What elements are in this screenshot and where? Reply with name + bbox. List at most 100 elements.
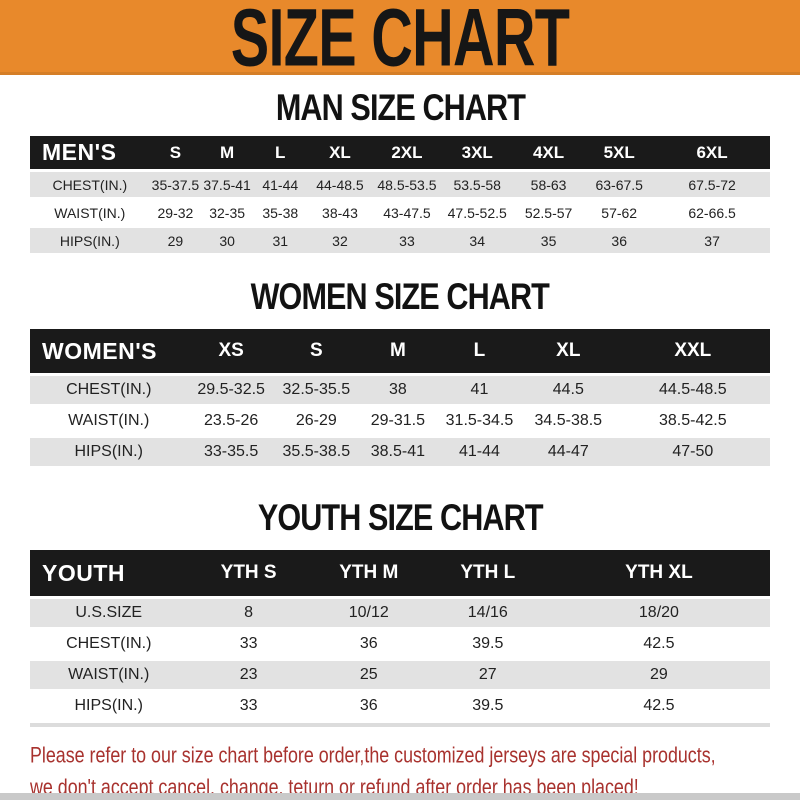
value-cell: 23 xyxy=(187,661,310,689)
value-cell: 52.5-57 xyxy=(512,200,585,225)
youth-size-header-cell: YTH XL xyxy=(547,550,770,596)
value-cell: 39.5 xyxy=(427,630,548,658)
value-cell: 32 xyxy=(307,228,373,253)
value-cell: 39.5 xyxy=(427,692,548,720)
disclaimer-line-1: Please refer to our size chart before or… xyxy=(30,743,716,768)
banner-title: SIZE CHART xyxy=(230,0,570,83)
man-section-heading-text: MAN SIZE CHART xyxy=(275,87,525,129)
men-size-header-cell: 6XL xyxy=(654,136,770,169)
value-cell: 44-47 xyxy=(520,438,616,466)
value-cell: 38 xyxy=(357,376,438,404)
women-size-header-cell: L xyxy=(437,329,521,373)
value-cell: 29.5-32.5 xyxy=(187,376,275,404)
value-cell: 44.5-48.5 xyxy=(615,376,770,404)
men-size-header-cell: 3XL xyxy=(441,136,513,169)
value-cell: 38.5-41 xyxy=(357,438,438,466)
row-label-cell: CHEST(IN.) xyxy=(30,172,150,197)
value-cell: 37.5-41 xyxy=(201,172,253,197)
value-cell: 8 xyxy=(187,599,310,627)
value-cell: 33 xyxy=(187,630,310,658)
youth-section-heading-text: YOUTH SIZE CHART xyxy=(257,497,544,539)
row-label-cell: WAIST(IN.) xyxy=(30,200,150,225)
youth-measurement-row: HIPS(IN.) 33 36 39.5 42.5 xyxy=(30,692,770,720)
value-cell: 62-66.5 xyxy=(654,200,770,225)
men-measurement-row: CHEST(IN.) 35-37.5 37.5-41 41-44 44-48.5 48.5… xyxy=(30,172,770,197)
men-size-header-cell: M xyxy=(201,136,253,169)
youth-table-title-cell: YOUTH xyxy=(30,550,188,596)
value-cell: 41 xyxy=(437,376,521,404)
value-cell: 35.5-38.5 xyxy=(274,438,358,466)
value-cell: 14/16 xyxy=(427,599,548,627)
value-cell: 36 xyxy=(584,228,655,253)
row-label-cell: CHEST(IN.) xyxy=(30,630,188,658)
value-cell: 25 xyxy=(309,661,428,689)
youth-table-end-divider xyxy=(30,723,770,727)
value-cell: 67.5-72 xyxy=(654,172,770,197)
value-cell: 38.5-42.5 xyxy=(615,407,770,435)
value-cell: 41-44 xyxy=(252,172,308,197)
value-cell: 44-48.5 xyxy=(307,172,373,197)
value-cell: 27 xyxy=(427,661,548,689)
women-size-header-cell: XXL xyxy=(615,329,770,373)
row-label-cell: HIPS(IN.) xyxy=(30,438,188,466)
men-size-header-cell: 2XL xyxy=(372,136,442,169)
value-cell: 48.5-53.5 xyxy=(372,172,442,197)
women-size-header-cell: M xyxy=(357,329,438,373)
youth-size-header-cell: YTH M xyxy=(309,550,428,596)
value-cell: 29 xyxy=(547,661,770,689)
women-measurement-row: HIPS(IN.) 33-35.5 35.5-38.5 38.5-41 41-44 44-… xyxy=(30,438,770,466)
women-size-header-cell: XS xyxy=(187,329,275,373)
value-cell: 30 xyxy=(201,228,253,253)
value-cell: 58-63 xyxy=(512,172,585,197)
value-cell: 29-31.5 xyxy=(357,407,438,435)
men-table-header-row: MEN'S S M L XL 2XL 3XL 4XL 5XL 6XL xyxy=(30,136,770,169)
value-cell: 53.5-58 xyxy=(441,172,513,197)
men-size-header-cell: L xyxy=(252,136,308,169)
men-size-table: MEN'S S M L XL 2XL 3XL 4XL 5XL 6XL CHEST(IN.) 35-37… xyxy=(30,133,770,256)
value-cell: 42.5 xyxy=(547,630,770,658)
value-cell: 47.5-52.5 xyxy=(441,200,513,225)
women-size-table-wrap: WOMEN'S XS S M L XL XXL CHEST(IN.) 29.5-32.5 32.5… xyxy=(0,326,800,469)
men-measurement-row: WAIST(IN.) 29-32 32-35 35-38 38-43 43-47.5 47.… xyxy=(30,200,770,225)
row-label-cell: CHEST(IN.) xyxy=(30,376,188,404)
women-section-heading: WOMEN SIZE CHART xyxy=(0,276,800,317)
bottom-edge-strip xyxy=(0,793,800,800)
youth-table-header-row: YOUTH YTH S YTH M YTH L YTH XL xyxy=(30,550,770,596)
row-label-cell: HIPS(IN.) xyxy=(30,692,188,720)
youth-measurement-row: U.S.SIZE 8 10/12 14/16 18/20 xyxy=(30,599,770,627)
value-cell: 35-38 xyxy=(252,200,308,225)
value-cell: 33 xyxy=(187,692,310,720)
value-cell: 36 xyxy=(309,630,428,658)
row-label-cell: HIPS(IN.) xyxy=(30,228,150,253)
value-cell: 63-67.5 xyxy=(584,172,655,197)
women-table-title-cell: WOMEN'S xyxy=(30,329,188,373)
women-measurement-row: WAIST(IN.) 23.5-26 26-29 29-31.5 31.5-34.5 34… xyxy=(30,407,770,435)
value-cell: 41-44 xyxy=(437,438,521,466)
value-cell: 26-29 xyxy=(274,407,358,435)
men-size-header-cell: 4XL xyxy=(512,136,585,169)
value-cell: 35-37.5 xyxy=(149,172,202,197)
men-size-header-cell: S xyxy=(149,136,202,169)
disclaimer-text: Please refer to our size chart before or… xyxy=(0,740,800,800)
row-label-cell: WAIST(IN.) xyxy=(30,661,188,689)
row-label-cell: U.S.SIZE xyxy=(30,599,188,627)
youth-measurement-row: WAIST(IN.) 23 25 27 29 xyxy=(30,661,770,689)
value-cell: 23.5-26 xyxy=(187,407,275,435)
value-cell: 32-35 xyxy=(201,200,253,225)
value-cell: 33-35.5 xyxy=(187,438,275,466)
value-cell: 29 xyxy=(149,228,202,253)
value-cell: 35 xyxy=(512,228,585,253)
value-cell: 47-50 xyxy=(615,438,770,466)
value-cell: 37 xyxy=(654,228,770,253)
youth-size-table: YOUTH YTH S YTH M YTH L YTH XL U.S.SIZE 8 10/12… xyxy=(30,547,770,723)
value-cell: 33 xyxy=(372,228,442,253)
value-cell: 42.5 xyxy=(547,692,770,720)
women-table-header-row: WOMEN'S XS S M L XL XXL xyxy=(30,329,770,373)
value-cell: 31.5-34.5 xyxy=(437,407,521,435)
value-cell: 38-43 xyxy=(307,200,373,225)
value-cell: 32.5-35.5 xyxy=(274,376,358,404)
value-cell: 57-62 xyxy=(584,200,655,225)
size-chart-banner: SIZE CHART xyxy=(0,0,800,83)
women-size-header-cell: XL xyxy=(520,329,616,373)
youth-size-table-wrap: YOUTH YTH S YTH M YTH L YTH XL U.S.SIZE 8 10/12… xyxy=(0,547,800,727)
